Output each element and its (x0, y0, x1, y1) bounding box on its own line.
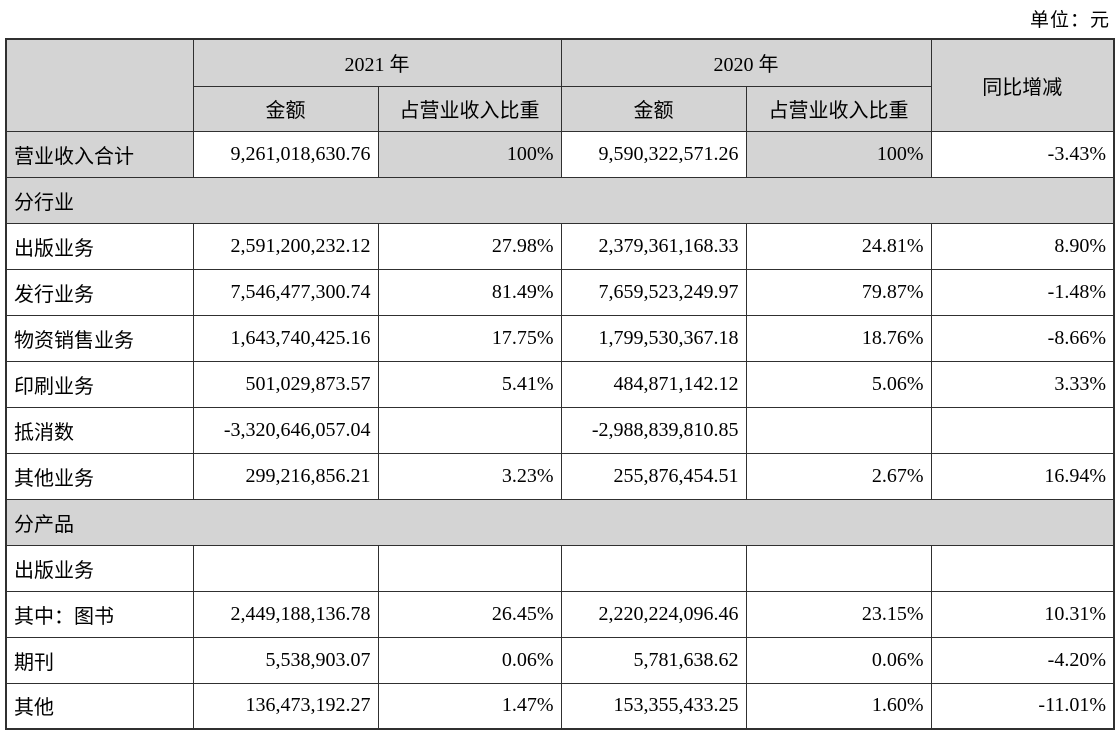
yoy-change: 3.33% (930, 360, 1115, 408)
table-row: 物资销售业务 1,643,740,425.16 17.75% 1,799,530,36… (5, 314, 1115, 362)
share-2020: 2.67% (745, 452, 932, 500)
share-2020: 100% (745, 130, 932, 178)
table-row: 抵消数 -3,320,646,057.04 -2,988,839,810.85 (5, 406, 1115, 454)
section-label: 分行业 (5, 176, 1115, 224)
yoy-change: -8.66% (930, 314, 1115, 362)
table-row: 营业收入合计 9,261,018,630.76 100% 9,590,322,571.… (5, 130, 1115, 178)
table-row: 其他 136,473,192.27 1.47% 153,355,433.25 1.60%… (5, 682, 1115, 730)
section-row: 分产品 (5, 498, 1115, 546)
yoy-change: -1.48% (930, 268, 1115, 316)
header-row-years: 2021 年 2020 年 同比增减 (5, 38, 1115, 132)
table-row: 期刊 5,538,903.07 0.06% 5,781,638.62 0.06% -4.2… (5, 636, 1115, 684)
amount-2021: 2,591,200,232.12 (192, 222, 379, 270)
row-label: 发行业务 (5, 268, 194, 316)
section-row: 分行业 (5, 176, 1115, 224)
amount-2020: 2,379,361,168.33 (560, 222, 747, 270)
row-label: 其他业务 (5, 452, 194, 500)
amount-2020: 7,659,523,249.97 (560, 268, 747, 316)
table-row: 印刷业务 501,029,873.57 5.41% 484,871,142.12 5.0… (5, 360, 1115, 408)
amount-2021: 136,473,192.27 (192, 682, 379, 730)
amount-2020: 153,355,433.25 (560, 682, 747, 730)
yoy-change: 10.31% (930, 590, 1115, 638)
header-amount-2020: 金额 (560, 85, 747, 132)
corner-cell (5, 38, 194, 132)
amount-2021: 1,643,740,425.16 (192, 314, 379, 362)
yoy-change: 16.94% (930, 452, 1115, 500)
share-2021: 26.45% (377, 590, 562, 638)
table-row: 其他业务 299,216,856.21 3.23% 255,876,454.51 2.6… (5, 452, 1115, 500)
share-2020 (745, 406, 932, 454)
amount-2020 (560, 544, 747, 592)
share-2020: 5.06% (745, 360, 932, 408)
amount-2021 (192, 544, 379, 592)
share-2021: 27.98% (377, 222, 562, 270)
share-2021: 1.47% (377, 682, 562, 730)
header-share-2020: 占营业收入比重 (745, 85, 932, 132)
yoy-change: -4.20% (930, 636, 1115, 684)
share-2020: 24.81% (745, 222, 932, 270)
yoy-change: 8.90% (930, 222, 1115, 270)
amount-2021: 2,449,188,136.78 (192, 590, 379, 638)
table-row: 出版业务 2,591,200,232.12 27.98% 2,379,361,168.… (5, 222, 1115, 270)
table-row: 出版业务 (5, 544, 1115, 592)
share-2020: 18.76% (745, 314, 932, 362)
amount-2021: -3,320,646,057.04 (192, 406, 379, 454)
share-2020: 79.87% (745, 268, 932, 316)
header-year-2020: 2020 年 (560, 38, 932, 87)
amount-2020: 484,871,142.12 (560, 360, 747, 408)
amount-2021: 501,029,873.57 (192, 360, 379, 408)
table-header: 2021 年 2020 年 同比增减 金额 占营业收入比重 金额 占营业收入比重 (5, 38, 1115, 132)
amount-2020: 2,220,224,096.46 (560, 590, 747, 638)
share-2020: 23.15% (745, 590, 932, 638)
header-share-2021: 占营业收入比重 (377, 85, 562, 132)
amount-2020: 1,799,530,367.18 (560, 314, 747, 362)
yoy-change (930, 406, 1115, 454)
header-row-metrics: 金额 占营业收入比重 金额 占营业收入比重 (6, 85, 1114, 132)
share-2021 (377, 544, 562, 592)
header-year-2021: 2021 年 (192, 38, 562, 87)
row-label: 物资销售业务 (5, 314, 194, 362)
row-label: 出版业务 (5, 222, 194, 270)
unit-label: 单位：元 (1029, 10, 1110, 31)
row-label: 抵消数 (5, 406, 194, 454)
row-label: 出版业务 (5, 544, 194, 592)
header-amount-2021: 金额 (192, 85, 379, 132)
amount-2020: 5,781,638.62 (560, 636, 747, 684)
share-2021 (377, 406, 562, 454)
amount-2021: 5,538,903.07 (192, 636, 379, 684)
amount-2021: 9,261,018,630.76 (192, 130, 379, 178)
share-2021: 100% (377, 130, 562, 178)
share-2020: 0.06% (745, 636, 932, 684)
yoy-change (930, 544, 1115, 592)
yoy-change: -11.01% (930, 682, 1115, 730)
section-label: 分产品 (5, 498, 1115, 546)
yoy-change: -3.43% (930, 130, 1115, 178)
table-row: 发行业务 7,546,477,300.74 81.49% 7,659,523,249.… (5, 268, 1115, 316)
amount-2020: 9,590,322,571.26 (560, 130, 747, 178)
share-2020: 1.60% (745, 682, 932, 730)
row-label: 营业收入合计 (5, 130, 194, 178)
share-2021: 17.75% (377, 314, 562, 362)
amount-2020: -2,988,839,810.85 (560, 406, 747, 454)
table-row: 其中：图书 2,449,188,136.78 26.45% 2,220,224,096… (5, 590, 1115, 638)
row-label: 其中：图书 (5, 590, 194, 638)
share-2021: 5.41% (377, 360, 562, 408)
amount-2021: 299,216,856.21 (192, 452, 379, 500)
share-2020 (745, 544, 932, 592)
row-label: 期刊 (5, 636, 194, 684)
table-body: 营业收入合计 9,261,018,630.76 100% 9,590,322,571.… (5, 130, 1115, 730)
share-2021: 0.06% (377, 636, 562, 684)
header-yoy-change: 同比增减 (930, 38, 1115, 132)
share-2021: 3.23% (377, 452, 562, 500)
revenue-breakdown-table: 2021 年 2020 年 同比增减 金额 占营业收入比重 金额 占营业收入比重… (5, 38, 1115, 730)
row-label: 印刷业务 (5, 360, 194, 408)
amount-2021: 7,546,477,300.74 (192, 268, 379, 316)
amount-2020: 255,876,454.51 (560, 452, 747, 500)
share-2021: 81.49% (377, 268, 562, 316)
row-label: 其他 (5, 682, 194, 730)
